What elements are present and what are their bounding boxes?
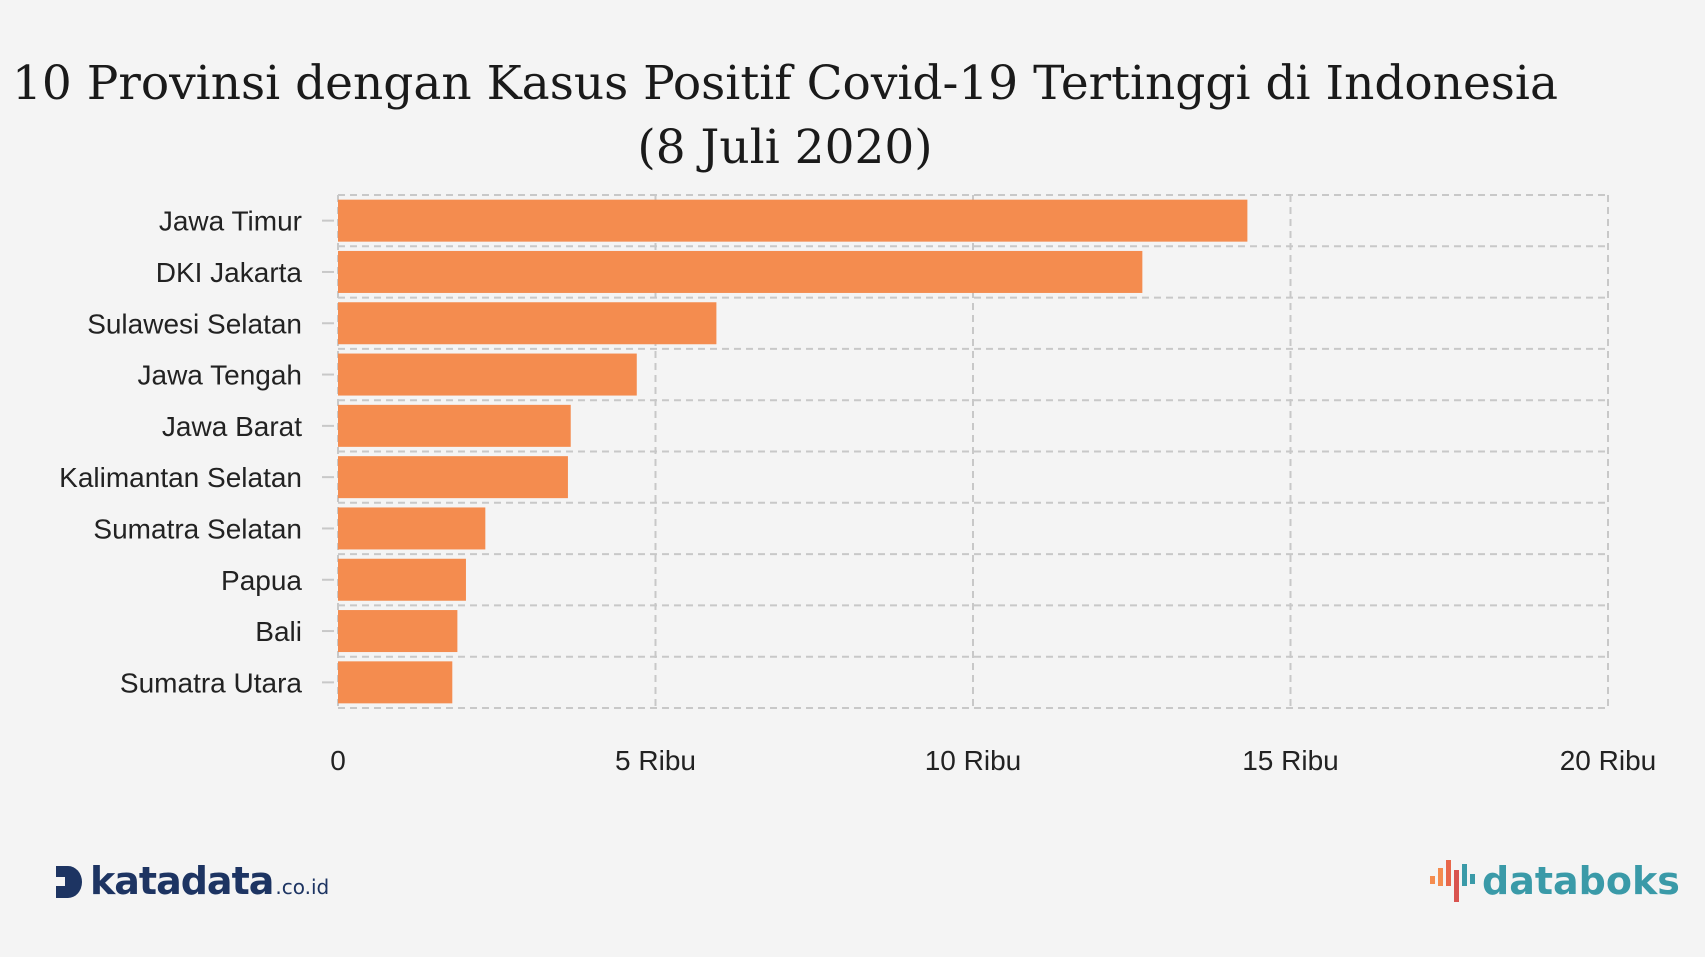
category-label: Bali bbox=[255, 616, 302, 647]
bar bbox=[338, 302, 717, 345]
bar bbox=[338, 404, 571, 447]
x-tick-label: 0 bbox=[330, 745, 346, 776]
category-labels: Jawa Timur DKI Jakarta Sulawesi Selatan Jaw… bbox=[59, 206, 334, 698]
category-label: Sumatra Utara bbox=[120, 667, 302, 698]
bar bbox=[338, 353, 637, 396]
bar bbox=[338, 558, 466, 601]
x-tick-label: 5 Ribu bbox=[615, 745, 696, 776]
grid-lines bbox=[337, 194, 1609, 709]
x-tick-labels: 0 5 Ribu 10 Ribu 15 Ribu 20 Ribu bbox=[330, 745, 1656, 776]
bar bbox=[338, 507, 486, 550]
category-label: Sumatra Selatan bbox=[93, 513, 302, 544]
databoks-logo: databoks bbox=[1428, 858, 1680, 904]
category-label: Jawa Barat bbox=[162, 411, 302, 442]
category-label: Sulawesi Selatan bbox=[87, 308, 302, 339]
x-tick-label: 20 Ribu bbox=[1560, 745, 1657, 776]
x-tick-label: 15 Ribu bbox=[1242, 745, 1339, 776]
bar bbox=[338, 661, 453, 704]
bar bbox=[338, 199, 1248, 242]
chart-title: 10 Provinsi dengan Kasus Positif Covid-1… bbox=[12, 56, 1558, 175]
category-label: Papua bbox=[221, 565, 302, 596]
bar bbox=[338, 456, 568, 499]
katadata-logo: katadata .co.id bbox=[54, 862, 329, 900]
category-label: Kalimantan Selatan bbox=[59, 462, 302, 493]
katadata-d-icon bbox=[56, 866, 82, 898]
bars bbox=[338, 199, 1248, 704]
databoks-bars-icon bbox=[1430, 860, 1475, 902]
katadata-wordmark: katadata bbox=[90, 859, 274, 903]
category-label: Jawa Timur bbox=[159, 206, 302, 237]
x-tick-label: 10 Ribu bbox=[925, 745, 1022, 776]
databoks-wordmark: databoks bbox=[1482, 859, 1680, 903]
category-label: DKI Jakarta bbox=[156, 257, 303, 288]
bar bbox=[338, 250, 1143, 293]
category-label: Jawa Tengah bbox=[138, 360, 303, 391]
bar bbox=[338, 610, 458, 653]
katadata-domain-suffix: .co.id bbox=[275, 875, 330, 899]
